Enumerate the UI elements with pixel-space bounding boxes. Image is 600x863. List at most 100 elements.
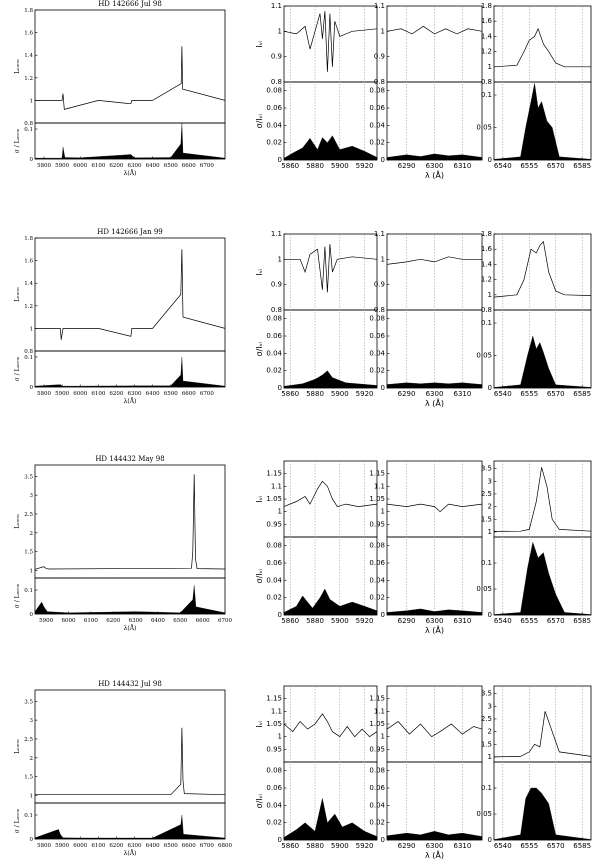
x-tick-label: 6555 xyxy=(520,842,538,850)
y-tick-label: 2 xyxy=(30,756,34,762)
y-tick-label: 0.8 xyxy=(374,306,385,314)
y-tick-label: 1.6 xyxy=(24,259,33,265)
x-tick-label: 6555 xyxy=(520,390,538,398)
y-tick-label: 0 xyxy=(30,612,34,618)
y-tick-label: 0.8 xyxy=(271,78,282,86)
y-tick-label: 1.15 xyxy=(369,695,385,703)
y-tick-label: 1.6 xyxy=(481,245,493,253)
y-tick-label: 0.06 xyxy=(369,559,385,567)
y-tick-label: 1 xyxy=(278,508,282,516)
y-tick-label: 0.06 xyxy=(266,332,282,340)
x-axis-label: λ (Å) xyxy=(425,169,444,180)
y-tick-label: 3 xyxy=(30,493,34,499)
x-tick-label: 5900 xyxy=(331,162,349,170)
y-tick-label: 0 xyxy=(381,836,385,844)
panel-frame-top xyxy=(283,5,378,83)
x-tick-label: 6300 xyxy=(129,618,143,624)
x-axis-label: λ (Å) xyxy=(425,624,444,635)
y-tick-label: 0.02 xyxy=(266,594,282,602)
x-tick-label: 5920 xyxy=(356,617,374,625)
y-tick-label: 0.8 xyxy=(271,306,282,314)
y-axis-label: σ/Iᵥᵢ xyxy=(255,114,264,129)
series-area xyxy=(386,382,483,389)
y-tick-label: 0.9 xyxy=(271,281,282,289)
x-tick-label: 6500 xyxy=(164,391,178,397)
panel-frame-top xyxy=(283,460,378,538)
y-tick-label: 1 xyxy=(381,255,385,263)
x-tick-label: 6700 xyxy=(200,843,214,849)
y-tick-label: 2.5 xyxy=(24,512,33,518)
series-line xyxy=(35,46,226,110)
x-tick-label: 6700 xyxy=(200,163,214,169)
y-tick-label: 0.95 xyxy=(369,745,385,753)
y-tick-label: 3.5 xyxy=(24,474,33,480)
panel-frame-top xyxy=(386,685,483,763)
y-tick-label: 1.5 xyxy=(24,550,33,556)
series-line xyxy=(35,249,226,340)
y-tick-label: 1 xyxy=(488,63,492,71)
y-tick-label: 0.06 xyxy=(266,104,282,112)
y-tick-label: 1.8 xyxy=(24,236,33,242)
y-tick-label: 1.5 xyxy=(481,740,492,748)
y-tick-label: 1.4 xyxy=(24,281,33,287)
series-line xyxy=(35,727,226,796)
y-tick-label: 0.1 xyxy=(24,127,33,133)
x-tick-label: 5900 xyxy=(331,617,349,625)
y-tick-label: 1 xyxy=(381,508,385,516)
y-axis-label: σ/Iᵥᵢ xyxy=(255,794,264,809)
series-line xyxy=(493,711,592,758)
series-area xyxy=(283,798,378,841)
x-tick-label: 6300 xyxy=(426,842,444,850)
x-tick-label: 6400 xyxy=(146,163,160,169)
y-tick-label: 3.5 xyxy=(481,690,492,698)
y-tick-label: 0.04 xyxy=(369,576,385,584)
x-axis-label: λ (Å) xyxy=(425,397,444,408)
y-tick-label: 1.05 xyxy=(266,495,282,503)
x-tick-label: 5900 xyxy=(331,842,349,850)
y-tick-label: 0 xyxy=(30,385,34,391)
y-tick-label: 0.8 xyxy=(24,121,33,127)
y-tick-label: 2.5 xyxy=(24,737,33,743)
y-tick-label: 1 xyxy=(30,326,34,332)
y-tick-label: 0 xyxy=(488,611,492,619)
x-tick-label: 6600 xyxy=(182,843,196,849)
y-axis-label: Iᵥᵢ xyxy=(255,268,264,275)
y-tick-label: 0.06 xyxy=(369,332,385,340)
y-tick-label: 0.95 xyxy=(266,520,282,528)
y-tick-label: 0.02 xyxy=(369,139,385,147)
series-area xyxy=(34,122,226,160)
y-axis-label: Iᵥᵢ xyxy=(255,495,264,502)
x-tick-label: 6000 xyxy=(62,618,76,624)
y-tick-label: 0.1 xyxy=(24,588,33,594)
x-tick-label: 6310 xyxy=(454,390,472,398)
series-line xyxy=(493,467,592,532)
series-line xyxy=(283,11,378,72)
x-axis-label: λ(Å) xyxy=(124,397,137,405)
y-tick-label: 0.1 xyxy=(481,784,492,792)
x-axis-label: λ (Å) xyxy=(425,849,444,860)
y-tick-label: 1.4 xyxy=(24,53,33,59)
x-tick-label: 5800 xyxy=(37,843,51,849)
y-tick-label: 1.4 xyxy=(481,32,493,40)
x-tick-label: 6555 xyxy=(520,162,538,170)
x-tick-label: 6500 xyxy=(173,618,187,624)
panel-frame-top xyxy=(283,233,378,311)
y-tick-label: 0.9 xyxy=(271,53,282,61)
y-tick-label: 0.8 xyxy=(481,78,492,86)
x-tick-label: 6600 xyxy=(182,391,196,397)
y-axis-label: σ / Lₙₒᵣₘ xyxy=(14,583,21,608)
x-tick-label: 6300 xyxy=(128,391,142,397)
y-tick-label: 1 xyxy=(488,753,492,761)
series-area xyxy=(34,356,226,388)
x-tick-label: 6585 xyxy=(573,390,591,398)
x-tick-label: 5920 xyxy=(356,162,374,170)
y-tick-label: 1.05 xyxy=(369,720,385,728)
x-axis-label: λ(Å) xyxy=(124,624,137,632)
y-axis-label: Iᵥᵢ xyxy=(255,40,264,47)
series-line xyxy=(34,474,226,570)
series-area xyxy=(493,541,592,616)
x-tick-label: 6540 xyxy=(494,617,512,625)
panel-title: HD 144432 Jul 98 xyxy=(98,680,162,688)
y-tick-label: 0 xyxy=(278,384,282,392)
